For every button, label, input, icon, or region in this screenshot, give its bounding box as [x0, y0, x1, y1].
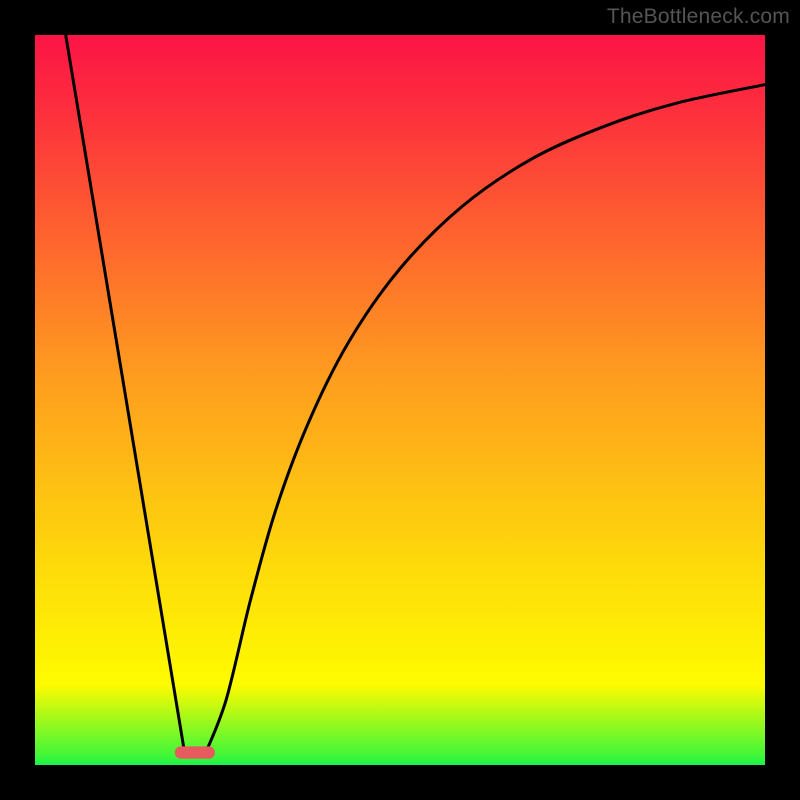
chart-frame: TheBottleneck.com — [0, 0, 800, 800]
watermark-text: TheBottleneck.com — [607, 5, 790, 29]
bottleneck-curve — [66, 35, 765, 753]
minimum-marker — [175, 746, 215, 758]
plot-area — [35, 35, 765, 765]
curve-layer — [35, 35, 765, 765]
